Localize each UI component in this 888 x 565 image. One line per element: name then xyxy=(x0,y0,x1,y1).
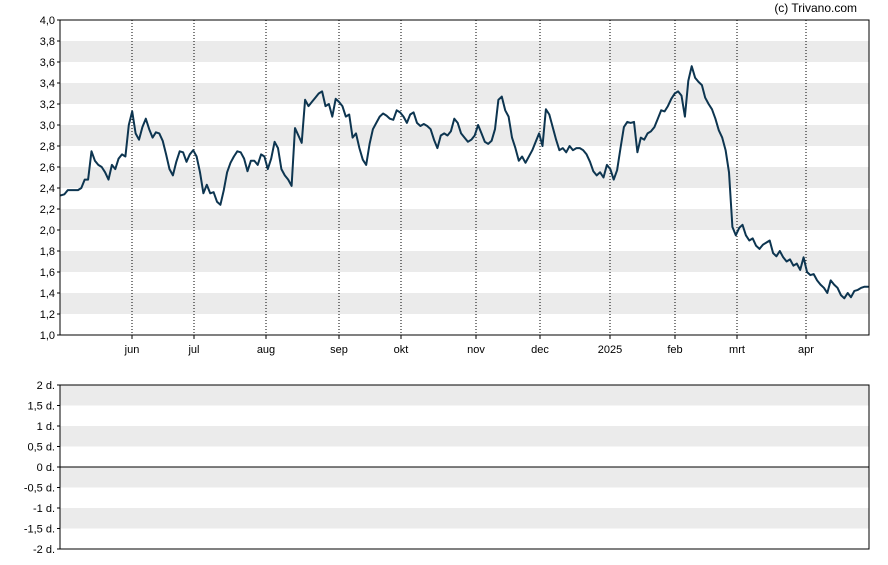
price-plot-frame xyxy=(59,19,870,336)
price-y-tick-label: 3,8 xyxy=(40,36,55,48)
price-x-tick-label: okt xyxy=(394,344,409,356)
price-x-tick-label: apr xyxy=(798,344,814,356)
price-x-tick-label: feb xyxy=(667,344,682,356)
price-grid-band xyxy=(60,41,869,62)
price-y-tick-label: 2,6 xyxy=(40,162,55,174)
price-x-tick-label: sep xyxy=(330,344,348,356)
price-grid-band xyxy=(60,251,869,272)
price-y-tick-label: 3,0 xyxy=(40,120,55,132)
volume-chart: 2 d. 1,5 d. 1 d. 0,5 d. 0 d. -0,5 d. -1 d. -1,5… xyxy=(24,380,870,556)
price-x-tick-label: dec xyxy=(531,344,549,356)
price-grid-band xyxy=(60,125,869,146)
price-y-tick-label: 1,6 xyxy=(40,267,55,279)
price-grid-band xyxy=(60,209,869,230)
price-grid-band xyxy=(60,293,869,314)
price-y-tick-label: 1,0 xyxy=(40,330,55,342)
price-x-tick-label: jun xyxy=(124,344,140,356)
price-y-tick-label: 2,2 xyxy=(40,204,55,216)
price-x-tick-label: 2025 xyxy=(598,344,622,356)
price-series-line xyxy=(60,65,869,300)
price-y-tick-label: 2,8 xyxy=(40,141,55,153)
price-chart: 4,0 3,8 3,6 3,4 3,2 3,0 2,8 2,6 2,4 2,2 2,0 1,8 1,6 1… xyxy=(40,15,870,356)
volume-y-tick-label: 0,5 d. xyxy=(27,442,55,454)
price-y-tick-label: 1,2 xyxy=(40,309,55,321)
volume-y-tick-label: -0,5 d. xyxy=(24,483,55,495)
volume-grid-band xyxy=(60,508,869,529)
price-y-tick-label: 3,6 xyxy=(40,57,55,69)
volume-y-tick-label: -2 d. xyxy=(33,544,55,556)
price-y-tick-label: 4,0 xyxy=(40,15,55,27)
price-y-tick-label: 3,4 xyxy=(40,78,55,90)
volume-y-tick-label: 1,5 d. xyxy=(27,401,55,413)
volume-y-tick-label: 2 d. xyxy=(37,380,55,392)
volume-grid-band xyxy=(60,385,869,406)
price-y-tick-label: 2,0 xyxy=(40,225,55,237)
volume-grid-band xyxy=(60,467,869,488)
copyright-label: (c) Trivano.com xyxy=(774,1,857,15)
volume-y-tick-label: 0 d. xyxy=(37,462,55,474)
volume-grid-band xyxy=(60,426,869,447)
price-x-tick-label: mrt xyxy=(729,344,745,356)
volume-plot-frame xyxy=(59,384,870,550)
volume-y-tick-label: -1 d. xyxy=(33,503,55,515)
price-y-tick-label: 2,4 xyxy=(40,183,55,195)
price-x-tick-label: aug xyxy=(257,344,275,356)
price-x-tick-label: jul xyxy=(187,344,199,356)
price-y-tick-label: 3,2 xyxy=(40,99,55,111)
volume-y-tick-label: -1,5 d. xyxy=(24,524,55,536)
price-y-tick-label: 1,8 xyxy=(40,246,55,258)
price-x-tick-label: nov xyxy=(467,344,485,356)
price-y-tick-label: 1,4 xyxy=(40,288,55,300)
price-grid-band xyxy=(60,167,869,188)
volume-y-tick-label: 1 d. xyxy=(37,421,55,433)
price-grid-band xyxy=(60,83,869,104)
